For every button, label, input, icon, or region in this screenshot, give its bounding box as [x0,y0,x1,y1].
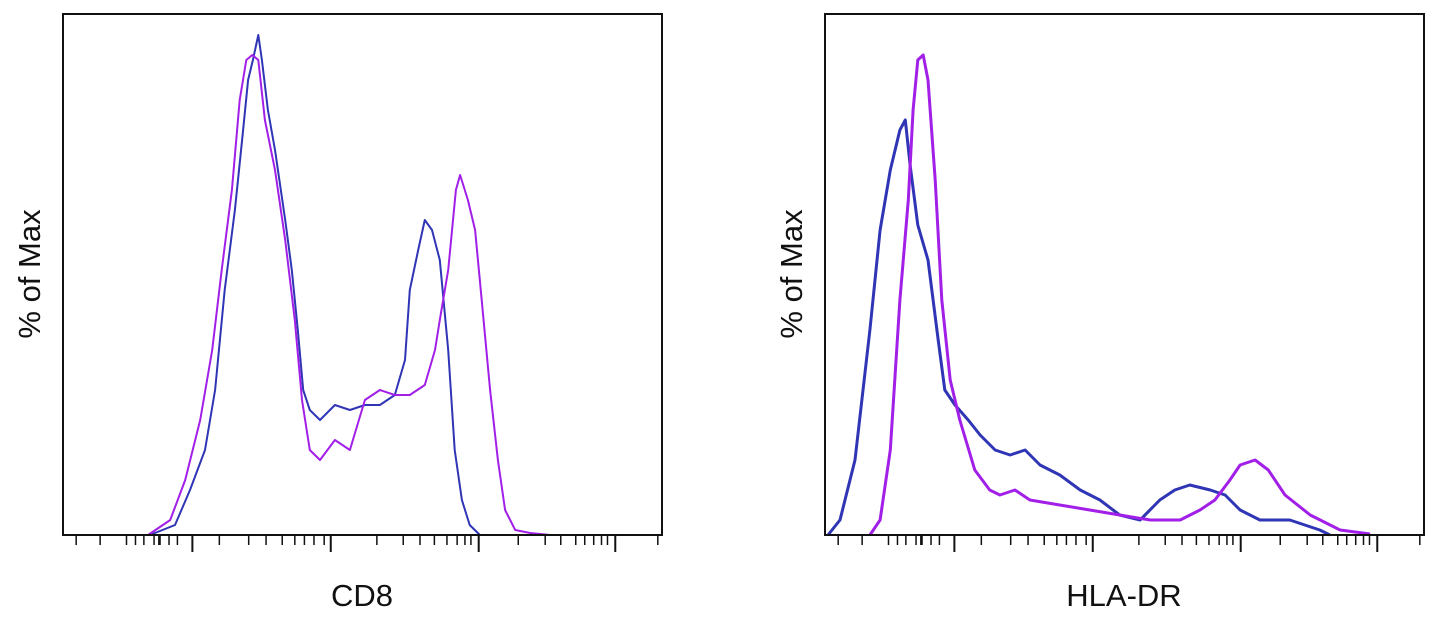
panel-cd8: CD8 % of Max [12,13,663,613]
series-line-blue [149,34,481,536]
series-line-purple [147,54,551,536]
plot-frame [824,13,1425,536]
series-line-blue [826,118,1331,537]
panel-hla-dr: HLA-DR % of Max [774,13,1425,613]
series-line-purple [868,53,1371,536]
plot-frame [62,13,663,536]
y-axis-label: % of Max [774,209,809,339]
y-axis-label: % of Max [12,209,47,339]
x-axis-label: HLA-DR [1066,578,1181,613]
x-axis-label: CD8 [331,578,393,613]
